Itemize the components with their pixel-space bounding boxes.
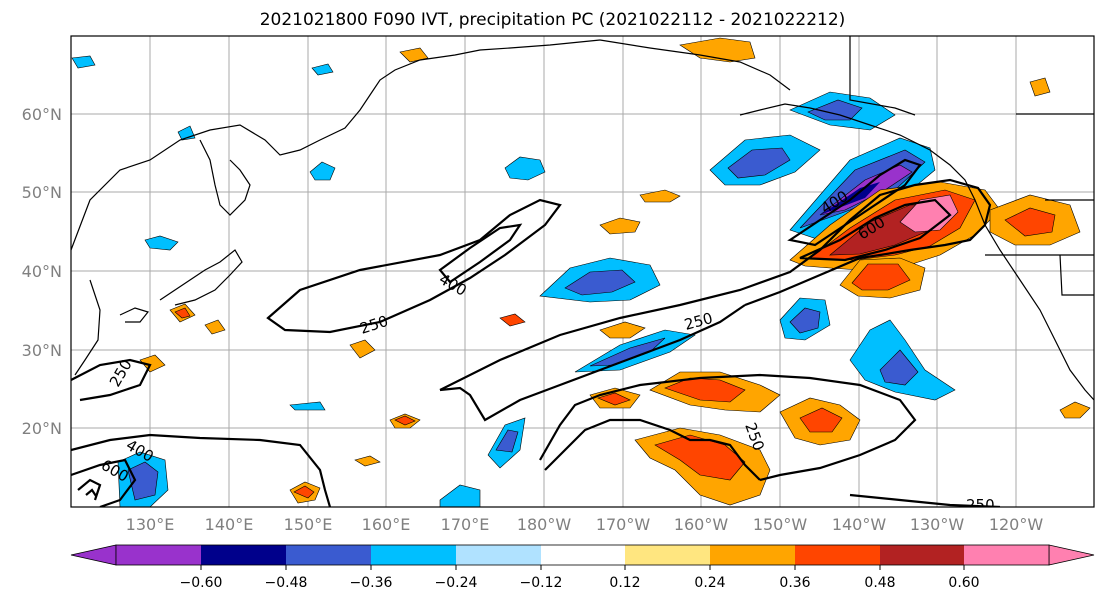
lon-label-170w: 170°W — [596, 515, 651, 534]
colorbar-tick-label: −0.48 — [265, 575, 308, 591]
colorbar-segment — [625, 545, 710, 565]
ivt-label-250-e: 250 — [966, 496, 995, 514]
lat-label-40n: 40°N — [22, 262, 62, 281]
gridlines — [71, 36, 1094, 507]
colorbar-tick-label: 0.48 — [864, 575, 895, 591]
colorbar-tick-label: −0.60 — [180, 575, 223, 591]
colorbar-tick-label: −0.24 — [435, 575, 478, 591]
colorbar-segment — [201, 545, 286, 565]
latitude-labels: 60°N 50°N 40°N 30°N 20°N — [22, 105, 62, 438]
colorbar-tick-label: 0.24 — [694, 575, 725, 591]
colorbar-segment — [116, 545, 201, 565]
colorbar-segment — [541, 545, 625, 565]
map-frame — [70, 35, 1095, 508]
lon-label-160e: 160°E — [362, 515, 411, 534]
lon-label-130e: 130°E — [126, 515, 175, 534]
lat-label-50n: 50°N — [22, 183, 62, 202]
map-title: 2021021800 F090 IVT, precipitation PC (2… — [259, 10, 846, 30]
colorbar: −0.60 −0.48 −0.36 −0.24 −0.12 0.12 0.24 … — [70, 544, 1095, 591]
lon-label-150e: 150°E — [284, 515, 333, 534]
lon-label-160w: 160°W — [674, 515, 729, 534]
colorbar-segment — [795, 545, 880, 565]
lon-label-180w: 180°W — [517, 515, 572, 534]
colorbar-tick-label: 0.36 — [779, 575, 810, 591]
lon-label-170e: 170°E — [441, 515, 490, 534]
lon-label-140e: 140°E — [205, 515, 254, 534]
colorbar-segment — [371, 545, 456, 565]
lon-label-120w: 120°W — [989, 515, 1044, 534]
colorbar-segment — [456, 545, 541, 565]
lat-label-30n: 30°N — [22, 341, 62, 360]
ivt-contours — [71, 158, 1001, 507]
map-area: 250 250 250 250 250 400 400 400 600 600 — [71, 36, 1094, 514]
lon-label-150w: 150°W — [753, 515, 808, 534]
lat-label-60n: 60°N — [22, 105, 62, 124]
longitude-labels: 130°E 140°E 150°E 160°E 170°E 180°W 170°… — [126, 515, 1044, 534]
colorbar-tick-marks — [200, 565, 965, 570]
lon-label-130w: 130°W — [910, 515, 965, 534]
colorbar-segment — [286, 545, 371, 565]
colorbar-tick-label: 0.60 — [948, 575, 979, 591]
lon-label-140w: 140°W — [832, 515, 887, 534]
colorbar-tick-label: 0.12 — [609, 575, 640, 591]
colorbar-tick-label: −0.36 — [350, 575, 393, 591]
colorbar-tick-label: −0.12 — [520, 575, 563, 591]
colorbar-frame — [115, 544, 1050, 566]
colorbar-segment — [964, 545, 1049, 565]
colorbar-segment — [880, 545, 964, 565]
colorbar-extend-left — [70, 544, 117, 566]
colorbar-segment — [710, 545, 795, 565]
lat-label-20n: 20°N — [22, 419, 62, 438]
colorbar-extend-right — [1048, 544, 1095, 566]
coastlines — [71, 36, 1094, 401]
